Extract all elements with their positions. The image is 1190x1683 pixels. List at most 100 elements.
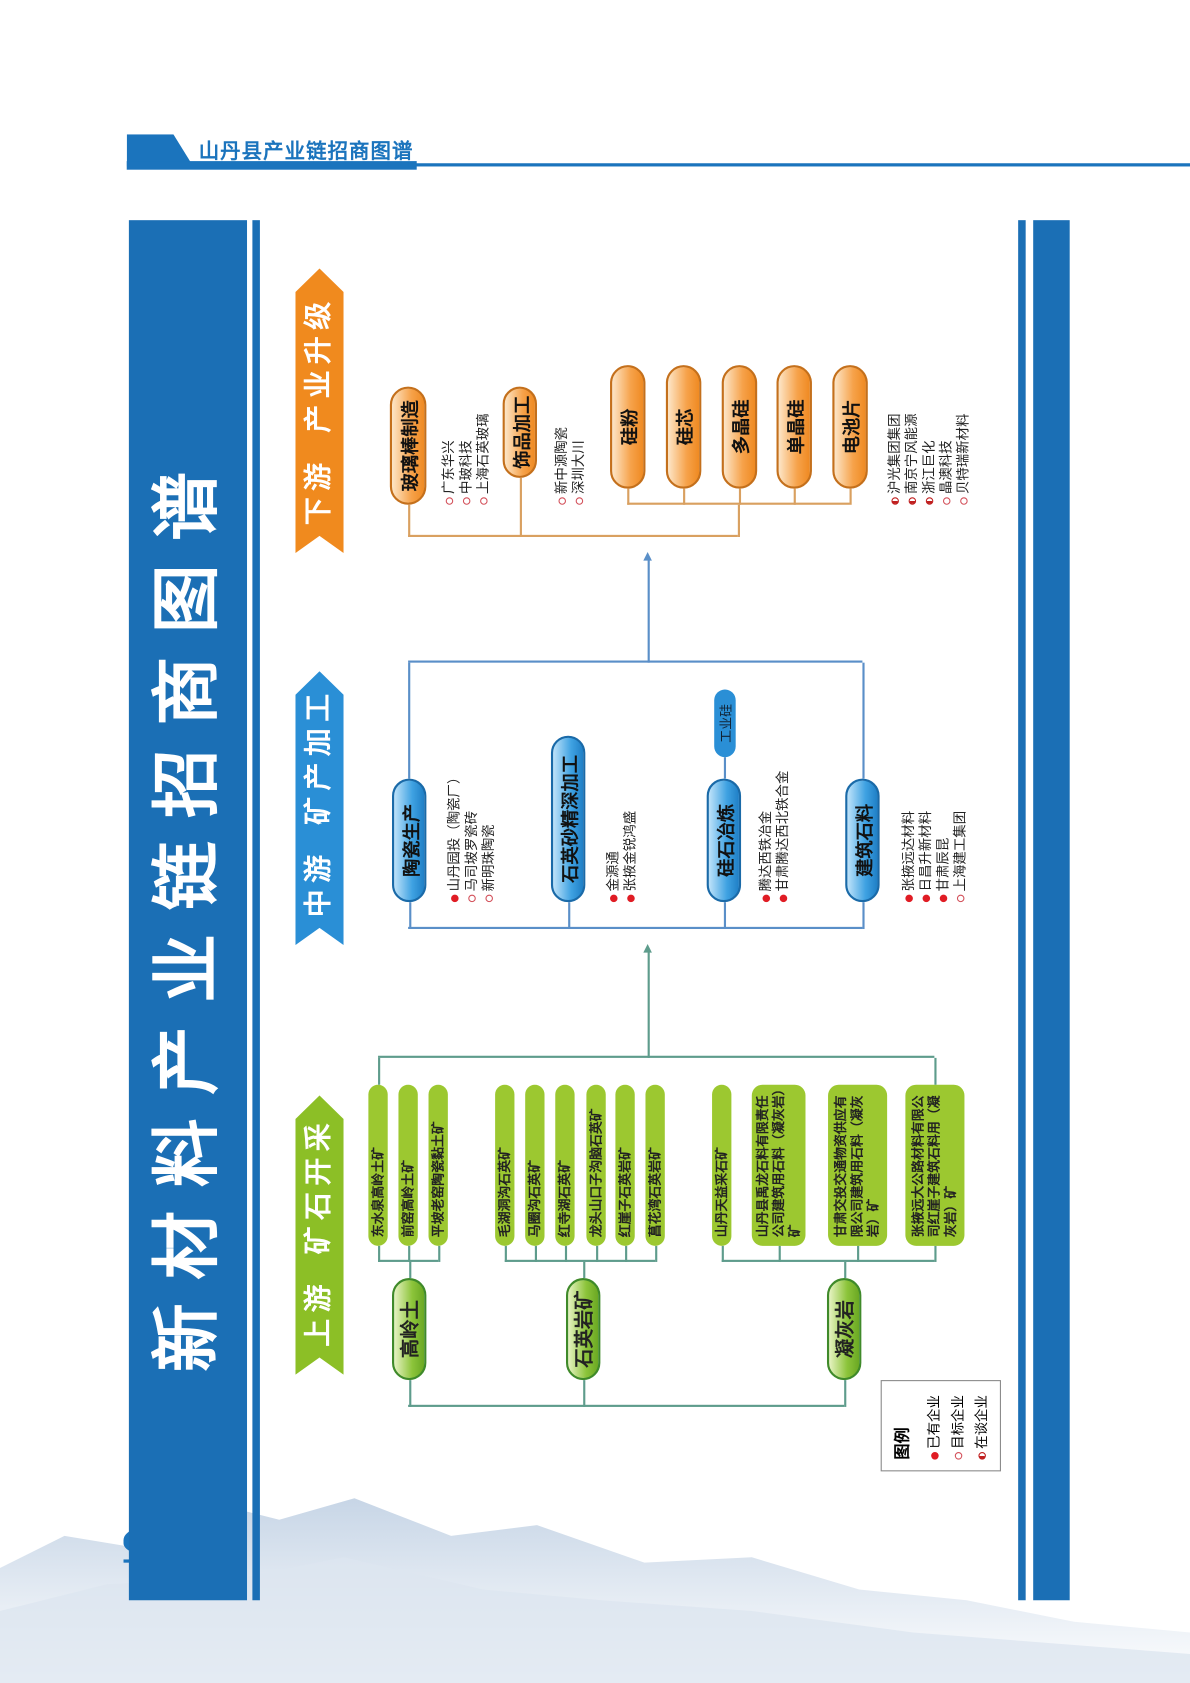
diagram-title: 新材料产业链招商图谱 [148,448,228,1373]
midstream-node-2: 硅石冶炼 [706,778,742,903]
target-marker-icon [954,1452,963,1460]
company-item: 南京宁风能源 [903,413,920,505]
company-item: 甘肃腾达西北铁合金 [774,771,791,903]
legend-label: 目标企业 [949,1395,966,1449]
mine-item: 红寺湖石英矿 [555,1084,575,1246]
talk-marker-icon [908,497,917,505]
legend-item: 目标企业 [946,1395,966,1460]
company-list: 金源通 张掖金锐鸿盛 [604,811,639,903]
mine-item: 甘肃交投交通物资供应有限公司建筑用石料（凝灰岩）矿 [827,1084,887,1246]
downstream-node-0: 玻璃棒制造 [389,386,427,505]
midstream-node-3: 建筑石料 [845,778,880,903]
connector-line [378,1245,380,1262]
midstream-node-1: 石英砂精深加工 [550,735,586,903]
upstream-category-0: 高岭土 [392,1278,427,1381]
company-name: 深圳大川 [570,440,587,495]
mine-item: 马圈沟石英矿 [525,1084,545,1246]
mine-item: 平坡老窑陶瓷黏土矿 [428,1084,448,1246]
company-item: 山丹园投（陶瓷厂） [446,771,463,903]
exist-marker-icon [451,894,459,903]
connector-line [655,1245,657,1262]
company-item: 张掖金锐鸿盛 [622,811,639,903]
connector-line [409,1261,411,1279]
arrow-icon [643,944,652,953]
connector-line [409,902,411,930]
connector-line [408,662,410,779]
exist-marker-icon [931,1452,939,1460]
connector-line [738,488,741,505]
company-name: 甘肃辰昆 [934,837,951,892]
company-item: 新明珠陶瓷 [480,771,497,903]
mountain-background [0,1498,1190,1683]
connector-line [934,1245,936,1262]
upstream-category-2: 凝灰岩 [826,1278,862,1381]
silicon-chain-node: 硅芯 [665,365,702,489]
downstream-node-1: 饰品加工 [502,386,537,478]
downstream-header: 下游产业升级 [295,269,343,554]
target-marker-icon [445,497,454,505]
company-item: 金源通 [604,811,622,903]
connector-line [723,757,726,779]
mine-item: 红崖子石英岩矿 [615,1084,635,1246]
midstream-node-0: 陶瓷生产 [392,778,427,903]
connector-line [862,902,865,930]
exist-marker-icon [762,894,771,903]
company-name: 贝特瑞新材料 [954,413,971,495]
exist-marker-icon [922,894,931,903]
silicon-chain-node: 硅粉 [610,365,646,489]
target-marker-icon [960,497,968,505]
connector-line [408,1405,845,1407]
talk-marker-icon [891,497,899,505]
company-item: 上海石英玻璃 [474,413,492,505]
connector-line [378,1057,380,1085]
mine-item: 山丹天益采石矿 [712,1084,732,1246]
target-marker-icon [485,894,493,903]
connector-line [596,1245,598,1262]
upstream-category-1: 石英岩矿 [565,1278,601,1381]
industrial-silicon-node: 工业硅 [714,689,736,758]
mine-item: 龙头山口子沟脑石英矿 [586,1084,606,1246]
company-name: 日昌升新材料 [917,810,934,892]
connector-line [408,661,863,663]
connector-line [721,1260,935,1262]
company-name: 晶澳科技 [937,440,954,495]
target-marker-icon [942,497,951,505]
connector-line [408,927,863,930]
target-marker-icon [558,497,566,505]
company-item: 广东华兴 [440,413,457,505]
connector-line [844,1261,846,1279]
arrow-icon [643,552,652,561]
connector-line [683,488,685,505]
company-name: 中玻科技 [457,440,474,495]
company-name: 山丹园投（陶瓷厂） [445,770,462,892]
midstream-header: 中游矿产加工 [295,671,343,945]
talk-marker-icon [978,1452,986,1460]
company-name: 上海石英玻璃 [474,413,491,495]
connector-line [564,1245,567,1262]
connector-line [504,1245,507,1262]
company-item: 晶澳科技 [937,413,955,505]
target-marker-icon [956,894,965,903]
company-name: 新中源陶瓷 [553,426,570,495]
connector-line [862,662,865,779]
company-name: 新明珠陶瓷 [480,824,497,892]
connector-line [647,558,650,663]
silicon-chain-node: 单晶硅 [776,365,812,489]
company-item: 日昌升新材料 [917,810,934,903]
silicon-chain-node: 多晶硅 [721,365,758,489]
company-name: 浙江巨化 [920,440,937,495]
company-name: 金源通 [604,851,621,892]
connector-line [409,1380,411,1407]
company-list: 张掖远达材料 日昌升新材料 甘肃辰昆 上海建工集团 [900,810,969,903]
company-list: 沪光集团集团 南京宁风能源 浙江巨化 晶澳科技 贝特瑞新材料 [886,413,972,505]
upstream-header: 上游矿石开采 [295,1095,343,1374]
connector-line [647,951,650,1058]
company-name: 腾达西铁冶金 [757,810,774,892]
connector-line [378,1056,935,1058]
connector-line [408,1245,410,1262]
connector-line [519,477,522,537]
mine-item: 前窑高岭土矿 [398,1084,418,1246]
mine-item: 张掖远大公路材料有限公司红崖子建筑石料用（凝灰岩）矿 [904,1084,964,1246]
legend: 图例 已有企业 目标企业 在谈企业 [880,1380,1001,1472]
target-marker-icon [462,497,471,505]
